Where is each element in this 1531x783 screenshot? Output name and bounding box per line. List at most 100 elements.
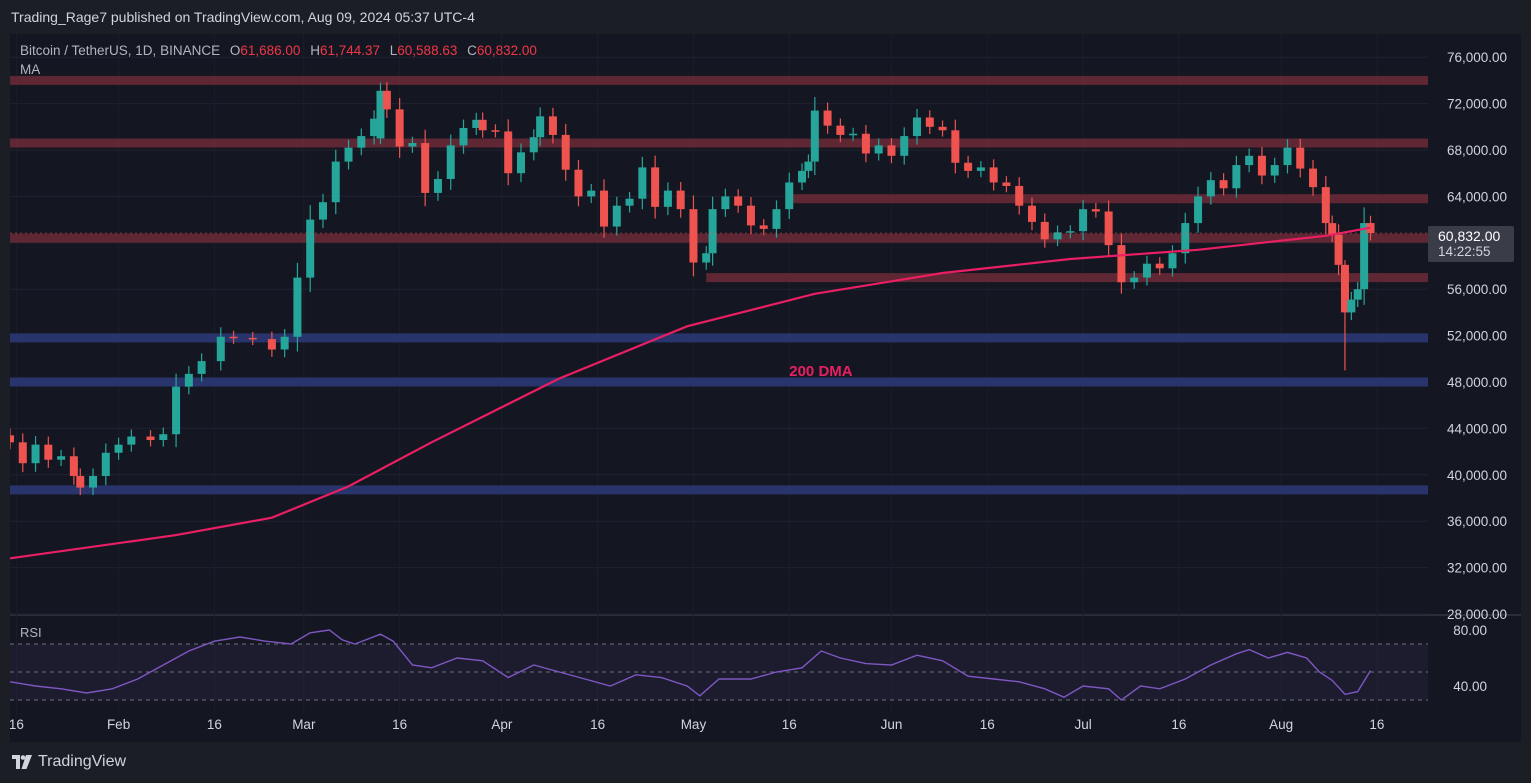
candle-body[interactable] bbox=[1130, 277, 1139, 283]
candle-body[interactable] bbox=[810, 110, 819, 162]
candle-body[interactable] bbox=[1079, 209, 1088, 232]
y-axis-tick-label[interactable]: 40,000.00 bbox=[1447, 468, 1507, 483]
x-axis-tick-label[interactable]: Aug bbox=[1269, 717, 1293, 732]
candle-body[interactable] bbox=[127, 436, 136, 445]
candle-body[interactable] bbox=[663, 190, 672, 207]
support-zone[interactable] bbox=[10, 333, 1428, 343]
candle-body[interactable] bbox=[306, 219, 315, 278]
candle-body[interactable] bbox=[1194, 196, 1203, 224]
candle-body[interactable] bbox=[925, 117, 934, 127]
x-axis-tick-label[interactable]: 16 bbox=[782, 717, 797, 732]
candle-body[interactable] bbox=[976, 167, 985, 171]
candle-body[interactable] bbox=[1334, 234, 1343, 265]
resistance-zone[interactable] bbox=[10, 233, 1428, 243]
candle-body[interactable] bbox=[459, 127, 468, 146]
tradingview-logo[interactable]: TradingView bbox=[12, 753, 126, 771]
y-axis-tick-label[interactable]: 44,000.00 bbox=[1447, 421, 1507, 436]
candle-body[interactable] bbox=[57, 456, 66, 460]
x-axis-tick-label[interactable]: 16 bbox=[590, 717, 605, 732]
chart-area[interactable]: 200 DMA 76,000.00 72,000.00 68,000.00 64,000… bbox=[10, 34, 1521, 742]
candle-body[interactable] bbox=[395, 109, 404, 147]
candle-body[interactable] bbox=[689, 209, 698, 263]
candle-body[interactable] bbox=[861, 133, 870, 154]
candle-body[interactable] bbox=[785, 182, 794, 210]
candle-body[interactable] bbox=[114, 444, 123, 453]
candle-body[interactable] bbox=[625, 198, 634, 206]
candle-body[interactable] bbox=[357, 136, 366, 148]
candle-body[interactable] bbox=[1206, 180, 1215, 197]
candle-body[interactable] bbox=[69, 456, 78, 476]
x-axis-tick-label[interactable]: Jun bbox=[881, 717, 903, 732]
candle-body[interactable] bbox=[1270, 165, 1279, 176]
y-axis-tick-label[interactable]: 72,000.00 bbox=[1447, 97, 1507, 112]
candle-body[interactable] bbox=[1257, 155, 1266, 176]
ma-200-line[interactable] bbox=[10, 226, 1371, 560]
resistance-zone[interactable] bbox=[10, 138, 1428, 148]
candle-body[interactable] bbox=[1353, 289, 1362, 300]
resistance-zone[interactable] bbox=[706, 273, 1428, 283]
symbol-name[interactable]: Bitcoin / TetherUS, 1D, BINANCE bbox=[20, 43, 221, 58]
candle-body[interactable] bbox=[280, 336, 289, 350]
candle-body[interactable] bbox=[433, 179, 442, 193]
candle-body[interactable] bbox=[746, 205, 755, 226]
candle-body[interactable] bbox=[1066, 231, 1075, 233]
candle-body[interactable] bbox=[721, 196, 730, 210]
candle-body[interactable] bbox=[1002, 182, 1011, 186]
candle-body[interactable] bbox=[1245, 155, 1254, 166]
candle-body[interactable] bbox=[1321, 187, 1330, 224]
y-axis-tick-label[interactable]: 68,000.00 bbox=[1447, 143, 1507, 158]
candle-body[interactable] bbox=[293, 277, 302, 337]
candle-body[interactable] bbox=[159, 434, 168, 440]
candle-body[interactable] bbox=[184, 373, 193, 387]
candle-body[interactable] bbox=[772, 209, 781, 229]
candle-body[interactable] bbox=[1296, 147, 1305, 169]
y-axis-tick-label[interactable]: 64,000.00 bbox=[1447, 189, 1507, 204]
candle-body[interactable] bbox=[421, 143, 430, 193]
candle-body[interactable] bbox=[823, 110, 832, 126]
candle-body[interactable] bbox=[964, 162, 973, 171]
indicator-label[interactable]: MA bbox=[20, 62, 41, 77]
y-axis-tick-label[interactable]: 36,000.00 bbox=[1447, 514, 1507, 529]
candle-body[interactable] bbox=[18, 442, 27, 464]
candle-body[interactable] bbox=[146, 436, 155, 440]
candle-body[interactable] bbox=[267, 339, 276, 350]
x-axis-tick-label[interactable]: Mar bbox=[292, 717, 316, 732]
candle-body[interactable] bbox=[318, 202, 327, 220]
candle-body[interactable] bbox=[76, 475, 85, 488]
rsi-axis-tick-label[interactable]: 80.00 bbox=[1453, 623, 1487, 638]
candle-body[interactable] bbox=[1053, 232, 1062, 240]
candle-body[interactable] bbox=[702, 253, 711, 263]
candle-body[interactable] bbox=[529, 137, 538, 153]
candle-body[interactable] bbox=[951, 130, 960, 163]
candle-body[interactable] bbox=[874, 145, 883, 154]
candle-body[interactable] bbox=[1155, 263, 1164, 269]
y-axis-tick-label[interactable]: 32,000.00 bbox=[1447, 561, 1507, 576]
candle-body[interactable] bbox=[31, 444, 40, 464]
candle-body[interactable] bbox=[1117, 245, 1126, 283]
candle-body[interactable] bbox=[376, 90, 385, 139]
candle-body[interactable] bbox=[651, 167, 660, 207]
candle-body[interactable] bbox=[197, 361, 206, 374]
candle-body[interactable] bbox=[1091, 209, 1100, 212]
x-axis-tick-label[interactable]: 16 bbox=[392, 717, 407, 732]
candle-body[interactable] bbox=[446, 145, 455, 179]
candle-body[interactable] bbox=[989, 167, 998, 183]
candle-body[interactable] bbox=[516, 152, 525, 174]
candle-body[interactable] bbox=[574, 169, 583, 197]
rsi-line[interactable] bbox=[10, 629, 1372, 701]
candle-body[interactable] bbox=[10, 435, 14, 443]
candle-body[interactable] bbox=[1328, 223, 1337, 235]
x-axis-tick-label[interactable]: 16 bbox=[980, 717, 995, 732]
candle-body[interactable] bbox=[536, 116, 545, 138]
candle-body[interactable] bbox=[1347, 299, 1356, 313]
candle-body[interactable] bbox=[331, 161, 340, 203]
candle-body[interactable] bbox=[1142, 263, 1151, 278]
x-axis-tick-label[interactable]: Feb bbox=[107, 717, 130, 732]
candle-body[interactable] bbox=[248, 337, 257, 340]
candle-body[interactable] bbox=[172, 386, 181, 435]
y-axis-tick-label[interactable]: 76,000.00 bbox=[1447, 50, 1507, 65]
candle-body[interactable] bbox=[370, 118, 379, 137]
candle-body[interactable] bbox=[472, 119, 481, 128]
candle-body[interactable] bbox=[408, 143, 417, 147]
x-axis-tick-label[interactable]: Jul bbox=[1074, 717, 1091, 732]
